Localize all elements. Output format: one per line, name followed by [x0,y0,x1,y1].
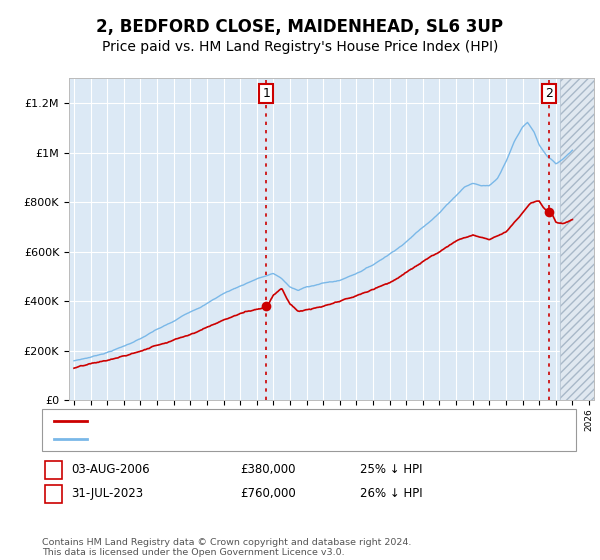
Text: 31-JUL-2023: 31-JUL-2023 [71,487,143,501]
Text: 2, BEDFORD CLOSE, MAIDENHEAD, SL6 3UP (detached house): 2, BEDFORD CLOSE, MAIDENHEAD, SL6 3UP (d… [93,416,416,426]
Text: 1: 1 [49,463,58,477]
Text: 2: 2 [49,487,58,501]
Text: £760,000: £760,000 [240,487,296,501]
Text: £380,000: £380,000 [240,463,296,477]
Text: 2, BEDFORD CLOSE, MAIDENHEAD, SL6 3UP: 2, BEDFORD CLOSE, MAIDENHEAD, SL6 3UP [97,18,503,36]
Text: 25% ↓ HPI: 25% ↓ HPI [360,463,422,477]
Text: Price paid vs. HM Land Registry's House Price Index (HPI): Price paid vs. HM Land Registry's House … [102,40,498,54]
Text: HPI: Average price, detached house, Windsor and Maidenhead: HPI: Average price, detached house, Wind… [93,434,418,444]
Text: 03-AUG-2006: 03-AUG-2006 [71,463,149,477]
Text: 26% ↓ HPI: 26% ↓ HPI [360,487,422,501]
Text: Contains HM Land Registry data © Crown copyright and database right 2024.
This d: Contains HM Land Registry data © Crown c… [42,538,412,557]
Text: 2: 2 [545,87,553,100]
Text: 1: 1 [262,87,271,100]
